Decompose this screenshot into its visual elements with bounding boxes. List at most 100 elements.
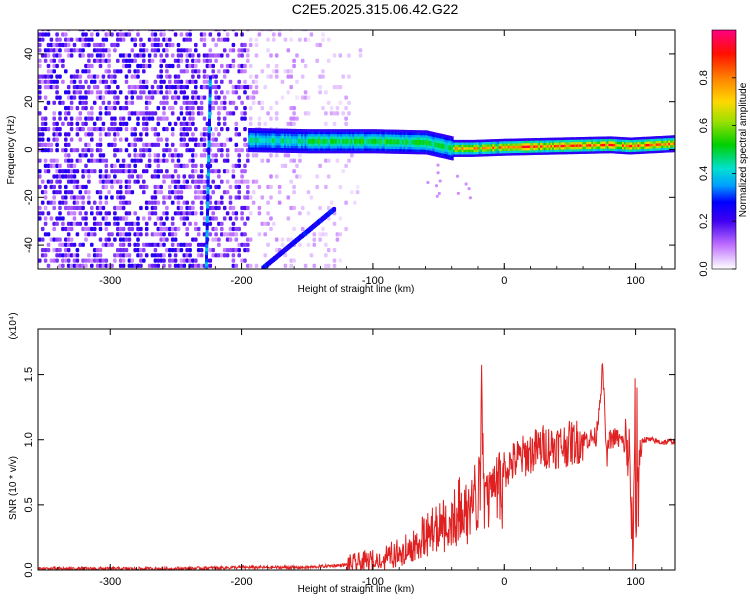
spectrogram-cell [43,53,48,58]
spectrogram-cell [133,132,137,137]
spectrogram-carrier-cell [468,151,471,155]
spectrogram-carrier-cell [514,140,517,144]
spectrogram-cell [248,195,253,200]
spectrogram-carrier-cell [398,148,401,152]
spectrogram-cell [185,232,189,237]
spectrogram-carrier-cell [290,128,294,132]
spectrogram-carrier-cell [296,140,299,144]
spectrogram-carrier-cell [639,149,642,152]
spectrogram-cell [324,253,328,258]
spectrogram-carrier-cell [282,143,285,146]
spectrogram-cell [153,42,158,48]
spectrogram-cell [104,169,109,174]
spectrogram-cell [75,116,80,121]
spectrogram-cell [81,30,85,32]
spectrogram-carrier-cell [517,148,521,151]
spectrogram-cell [95,253,100,258]
x-tick-label: -300 [99,275,121,287]
spectrogram-carrier-cell [511,141,514,144]
spectrogram-cell [303,111,308,116]
spectrogram-carrier-cell [369,129,372,132]
spectrogram-cell [289,69,293,74]
spectrogram-carrier-cell [480,146,483,150]
spectrogram-carrier-cell [383,134,386,137]
spectrogram-carrier-cell [673,142,675,145]
spectrogram-carrier-cell [336,150,340,154]
spectrogram-cell [98,116,103,121]
spectrogram-carrier-cell [345,143,348,147]
spectrogram-carrier-cell [487,146,490,150]
spectrogram-carrier-cell [677,147,679,150]
spectrogram-carrier-cell [669,147,673,150]
spectrogram-cell [173,226,178,232]
spectrogram-cell [165,85,169,90]
spectrogram-cell [38,169,42,174]
spectrogram-carrier-cell [417,137,420,140]
spectrogram-cell [104,242,109,247]
spectrogram-carrier-cell [413,142,417,145]
spectrogram-cell [179,190,184,195]
spectrogram-cell [162,253,166,258]
spectrogram-carrier-cell [255,147,258,150]
spectrogram-carrier-cell [615,143,618,147]
spectrogram-carrier-cell [576,149,579,152]
spectrogram-carrier-cell [613,143,616,147]
spectrogram-carrier-cell [258,149,261,153]
spectrogram-carrier-cell [430,150,434,154]
spectrogram-carrier-cell [579,139,582,142]
spectrogram-cell [87,37,91,42]
spectrogram-cell [113,95,117,100]
spectrogram-carrier-cell [567,139,570,143]
spectrogram-carrier-cell [253,128,256,131]
spectrogram-carrier-cell [386,148,389,152]
spectrogram-cell [113,258,117,263]
spectrogram-carrier-cell [328,145,331,149]
spectrogram-cell [92,258,97,263]
spectrogram-carrier-cell [355,148,359,151]
spectrogram-cell [214,100,218,105]
spectrogram-carrier-cell [647,139,651,142]
spectrogram-carrier-cell [290,143,294,146]
spectrogram-carrier-cell [340,141,343,144]
spectrogram-carrier-cell [258,130,261,134]
spectrogram-cell [107,174,111,179]
spectrogram-cell [87,90,91,95]
spectrogram-carrier-cell [265,135,268,139]
spectrogram-cell [98,211,103,216]
spectrogram-cell [159,58,163,63]
spectrogram-carrier-cell [475,147,478,150]
spectrogram-cell [150,195,155,200]
spectrogram-carrier-cell [372,138,376,142]
spectrogram-cell [110,232,114,237]
spectrogram-cell [66,205,71,211]
spectrogram-cell [182,116,187,121]
spectrogram-carrier-cell [398,132,401,135]
spectrogram-cell [231,253,236,258]
spectrogram-cell [231,30,236,32]
spectrogram-cell [202,221,207,226]
spectrogram-cell [136,179,140,184]
spectrogram-carrier-cell [355,143,359,147]
spectrogram-carrier-cell [270,130,273,134]
spectrogram-cell [72,205,77,211]
spectrogram-cell [165,148,169,153]
spectrogram-carrier-cell [488,148,492,152]
spectrogram-cell [286,121,291,126]
spectrogram-carrier-cell [325,129,328,132]
spectrogram-carrier-cell [355,150,359,154]
spectrogram-carrier-cell [531,152,534,156]
spectrogram-carrier-cell [336,136,340,139]
spectrogram-cell [40,226,45,232]
spectrogram-cell [153,142,158,147]
spectrogram-cell [72,263,77,268]
spectrogram-cell [156,132,161,137]
spectrogram-cell [104,258,109,263]
spectrogram-cell [133,148,137,153]
spectrogram-cell [217,184,221,190]
spectrogram-cell [118,169,123,174]
spectrogram-cell [286,48,291,53]
spectrogram-carrier-cell [447,157,451,160]
spectrogram-carrier-cell [381,138,384,142]
spectrogram-cell [165,169,169,174]
spectrogram-cell [142,48,146,53]
